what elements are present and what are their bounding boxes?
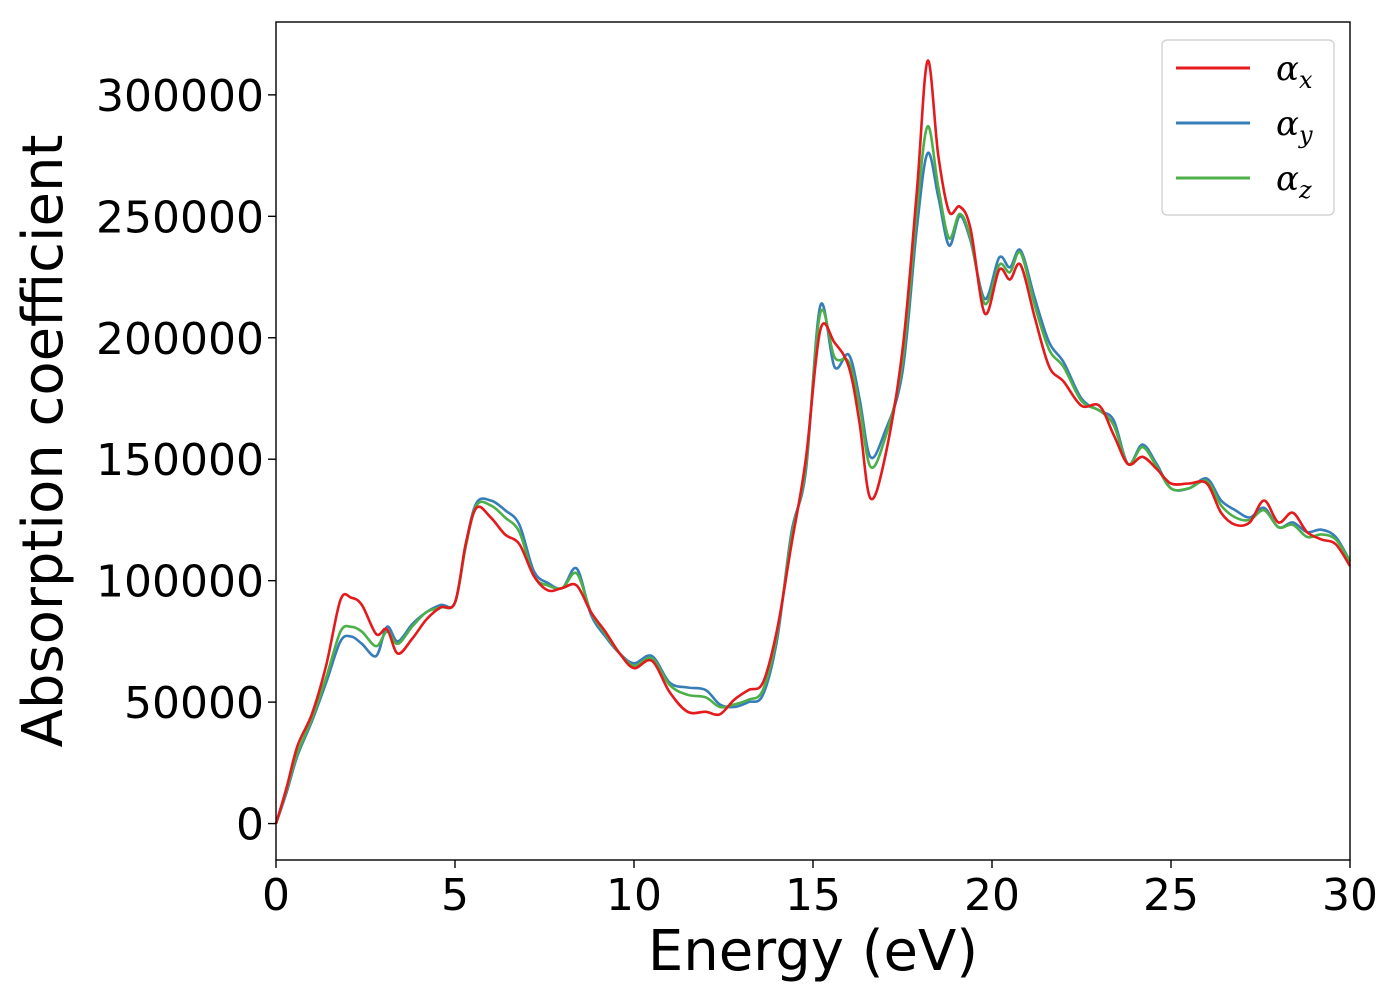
legend-label: αy [1276,104,1313,149]
y-tick-label: 50000 [124,678,264,729]
x-axis-ticks: 0 5 10 15 20 25 30 [262,860,1378,921]
legend-box [1161,39,1335,216]
plot-frame [275,21,1351,861]
x-tick-label: 15 [785,870,841,921]
x-tick-label: 20 [964,870,1020,921]
x-tick-label: 25 [1143,870,1199,921]
x-tick-label: 30 [1322,870,1378,921]
series-line-alpha-x [274,59,1352,824]
legend-label: αz [1276,159,1312,204]
x-tick-label: 5 [441,870,469,921]
x-tick-label: 0 [262,870,290,921]
x-axis-title: Energy (eV) [648,919,978,984]
x-tick-label: 10 [606,870,662,921]
y-axis-ticks: 0 50000 100000 150000 200000 250000 300000 [96,71,276,851]
legend: αx αy αz [1161,39,1335,216]
y-tick-label: 250000 [96,192,264,243]
legend-label: αx [1276,49,1313,94]
y-axis-title: Absorption coefficient [11,135,76,748]
y-tick-label: 200000 [96,314,264,365]
series-layer [274,59,1352,825]
y-tick-label: 100000 [96,557,264,608]
y-tick-label: 150000 [96,435,264,486]
y-tick-label: 300000 [96,71,264,122]
y-tick-label: 0 [236,800,264,851]
